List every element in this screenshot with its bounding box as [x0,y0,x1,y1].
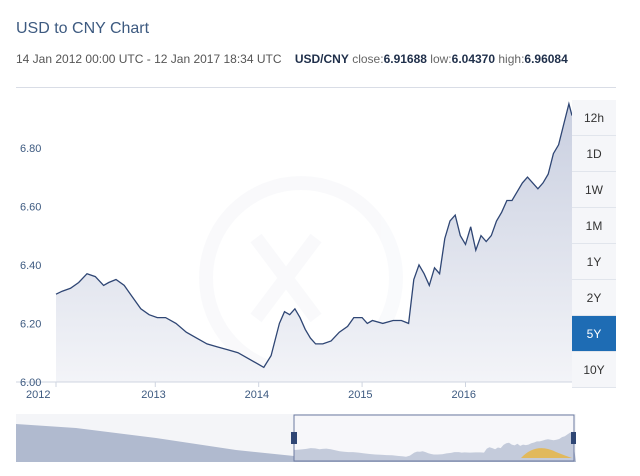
range-button-10y[interactable]: 10Y [572,352,616,388]
x-tick-label: 2016 [451,389,475,401]
y-tick-label: 6.00 [20,377,41,389]
range-button-1d[interactable]: 1D [572,136,616,172]
x-tick-label: 2013 [141,389,165,401]
series-line [55,101,573,369]
high-value: 6.96084 [524,52,568,66]
y-tick-label: 6.20 [20,318,41,330]
navigator[interactable] [16,414,576,462]
currency-pair: USD/CNY [294,52,349,66]
y-tick-label: 6.60 [20,201,41,213]
chart-area[interactable]: 6.00 6.20 6.40 6.60 6.80 2012 2013 2014 2015 201… [16,87,616,401]
navigator-chart [16,414,576,462]
x-tick-label: 2012 [26,389,50,401]
navigator-area [16,424,576,462]
high-label: high: [498,52,525,66]
navigator-handle-left[interactable] [291,432,297,444]
x-tick-label: 2014 [245,389,269,401]
navigator-highlight [521,448,572,458]
range-button-1m[interactable]: 1M [572,208,616,244]
close-label: close: [352,52,384,66]
range-button-2y[interactable]: 2Y [572,280,616,316]
range-selector: 12h 1D 1W 1M 1Y 2Y 5Y 10Y [572,100,616,388]
navigator-handle-right[interactable] [571,432,576,444]
range-button-5y[interactable]: 5Y [572,316,616,352]
price-chart: 6.00 6.20 6.40 6.60 6.80 2012 2013 2014 2015 201… [16,101,573,401]
low-label: low: [430,52,452,66]
date-range-text: 14 Jan 2012 00:00 UTC - 12 Jan 2017 18:3… [16,52,282,66]
y-tick-label: 6.40 [20,260,41,272]
series-area [56,103,572,383]
y-tick-label: 6.80 [20,143,41,155]
low-value: 6.04370 [451,52,496,66]
chart-subheader: 14 Jan 2012 00:00 UTC - 12 Jan 2017 18:3… [16,52,568,66]
chart-title: USD to CNY Chart [16,20,150,37]
range-button-1w[interactable]: 1W [572,172,616,208]
range-button-1y[interactable]: 1Y [572,244,616,280]
close-value: 6.91688 [383,52,427,66]
x-tick-label: 2015 [348,389,372,401]
range-button-12h[interactable]: 12h [572,100,616,136]
